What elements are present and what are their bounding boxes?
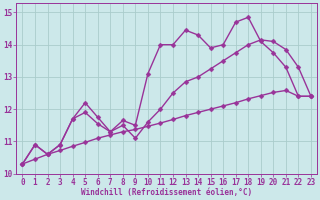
X-axis label: Windchill (Refroidissement éolien,°C): Windchill (Refroidissement éolien,°C) [81,188,252,197]
